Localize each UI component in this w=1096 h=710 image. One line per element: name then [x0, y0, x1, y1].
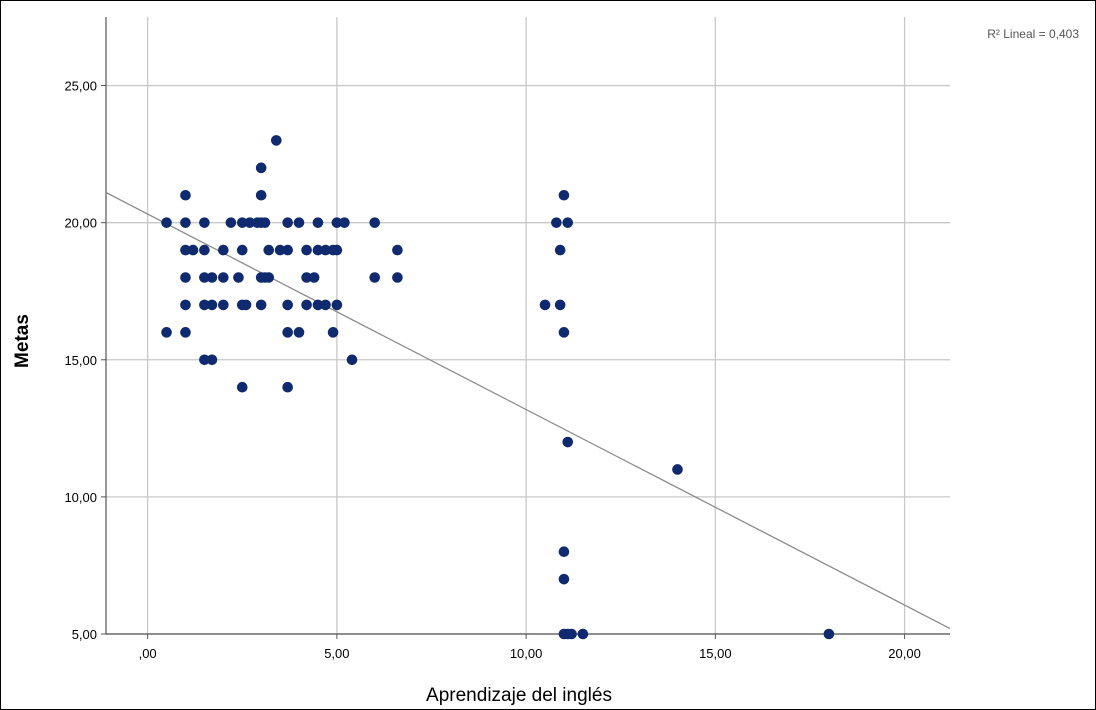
y-tick-label-4: 25,00 — [64, 79, 97, 94]
data-point-4 — [180, 244, 191, 256]
data-point-29 — [255, 162, 267, 174]
grid-lines — [106, 17, 950, 635]
data-point-50 — [308, 272, 320, 283]
y-tick-label-2: 15,00 — [64, 353, 97, 368]
data-point-65 — [392, 244, 403, 256]
x-tick-label-1: 5,00 — [324, 646, 349, 661]
data-point-37 — [263, 244, 275, 256]
data-point-53 — [312, 299, 324, 311]
fit-line-layer — [105, 191, 951, 630]
data-point-71 — [558, 189, 570, 201]
data-point-0 — [161, 217, 172, 228]
data-point-19 — [218, 299, 229, 311]
data-point-58 — [331, 217, 343, 228]
data-point-1 — [161, 327, 172, 338]
data-point-64 — [369, 272, 381, 283]
data-point-60 — [331, 299, 343, 311]
data-point-22 — [236, 217, 248, 228]
data-point-45 — [293, 217, 305, 228]
data-point-72 — [558, 327, 570, 338]
data-point-40 — [282, 217, 293, 228]
data-point-48 — [301, 272, 312, 283]
data-point-12 — [199, 299, 210, 311]
data-point-55 — [320, 299, 331, 311]
data-point-54 — [320, 244, 331, 256]
data-point-41 — [282, 244, 293, 256]
data-point-49 — [301, 299, 312, 311]
data-point-20 — [225, 217, 237, 228]
data-point-80 — [577, 628, 589, 640]
data-point-57 — [327, 327, 339, 338]
data-point-6 — [180, 299, 191, 311]
data-point-81 — [672, 464, 683, 475]
data-point-38 — [271, 135, 282, 146]
data-point-18 — [218, 272, 229, 283]
data-point-66 — [392, 272, 403, 283]
data-point-75 — [562, 217, 574, 228]
data-point-17 — [218, 244, 229, 256]
data-point-14 — [206, 272, 218, 283]
regression-line — [105, 191, 951, 630]
data-point-27 — [244, 217, 256, 228]
data-point-79 — [566, 628, 577, 640]
data-point-23 — [236, 244, 248, 256]
data-point-44 — [282, 381, 293, 393]
y-tick-label-1: 10,00 — [64, 490, 97, 505]
data-point-9 — [199, 217, 210, 228]
data-point-36 — [263, 272, 275, 283]
data-point-7 — [180, 327, 191, 338]
data-point-67 — [539, 299, 551, 311]
data-point-68 — [551, 217, 562, 228]
data-point-16 — [206, 354, 218, 366]
x-tick-label-3: 15,00 — [699, 646, 732, 661]
data-point-74 — [558, 573, 570, 585]
x-tick-label-4: 20,00 — [888, 646, 921, 661]
data-point-2 — [180, 189, 191, 201]
y-axis-title: Metas — [12, 314, 33, 368]
data-point-76 — [562, 436, 574, 448]
data-point-47 — [301, 244, 312, 256]
data-point-73 — [558, 546, 570, 558]
data-point-59 — [331, 244, 343, 256]
data-point-33 — [255, 299, 267, 311]
data-point-43 — [282, 327, 293, 338]
data-point-5 — [180, 272, 191, 283]
data-point-34 — [259, 217, 271, 228]
data-point-13 — [199, 354, 210, 366]
data-point-10 — [199, 244, 210, 256]
data-point-70 — [554, 299, 566, 311]
data-point-52 — [312, 244, 324, 256]
x-tick-label-0: ,00 — [139, 646, 157, 661]
data-points — [161, 135, 835, 640]
data-point-8 — [187, 244, 199, 256]
data-point-15 — [206, 299, 218, 311]
data-point-25 — [236, 381, 248, 393]
data-point-46 — [293, 327, 305, 338]
tick-labels: 5,00 10,00 15,00 20,00 25,00 ,00 5,00 10,00 15,0… — [64, 79, 920, 661]
y-tick-label-0: 5,00 — [72, 627, 97, 642]
r-squared-annotation: R² Lineal = 0,403 — [987, 27, 1079, 41]
data-point-26 — [240, 299, 252, 311]
data-point-3 — [180, 217, 191, 228]
data-point-62 — [346, 354, 358, 366]
data-point-21 — [233, 272, 244, 283]
data-point-61 — [339, 217, 350, 228]
x-axis-title: Aprendizaje del inglés — [426, 685, 612, 706]
x-tick-label-2: 10,00 — [510, 646, 543, 661]
data-point-82 — [823, 628, 835, 640]
data-point-30 — [255, 189, 267, 201]
data-point-63 — [369, 217, 381, 228]
data-point-69 — [554, 244, 566, 256]
axes — [105, 17, 950, 635]
data-point-51 — [312, 217, 324, 228]
data-point-11 — [199, 272, 210, 283]
y-tick-label-3: 20,00 — [64, 216, 97, 231]
data-point-39 — [274, 244, 286, 256]
data-point-42 — [282, 299, 293, 311]
